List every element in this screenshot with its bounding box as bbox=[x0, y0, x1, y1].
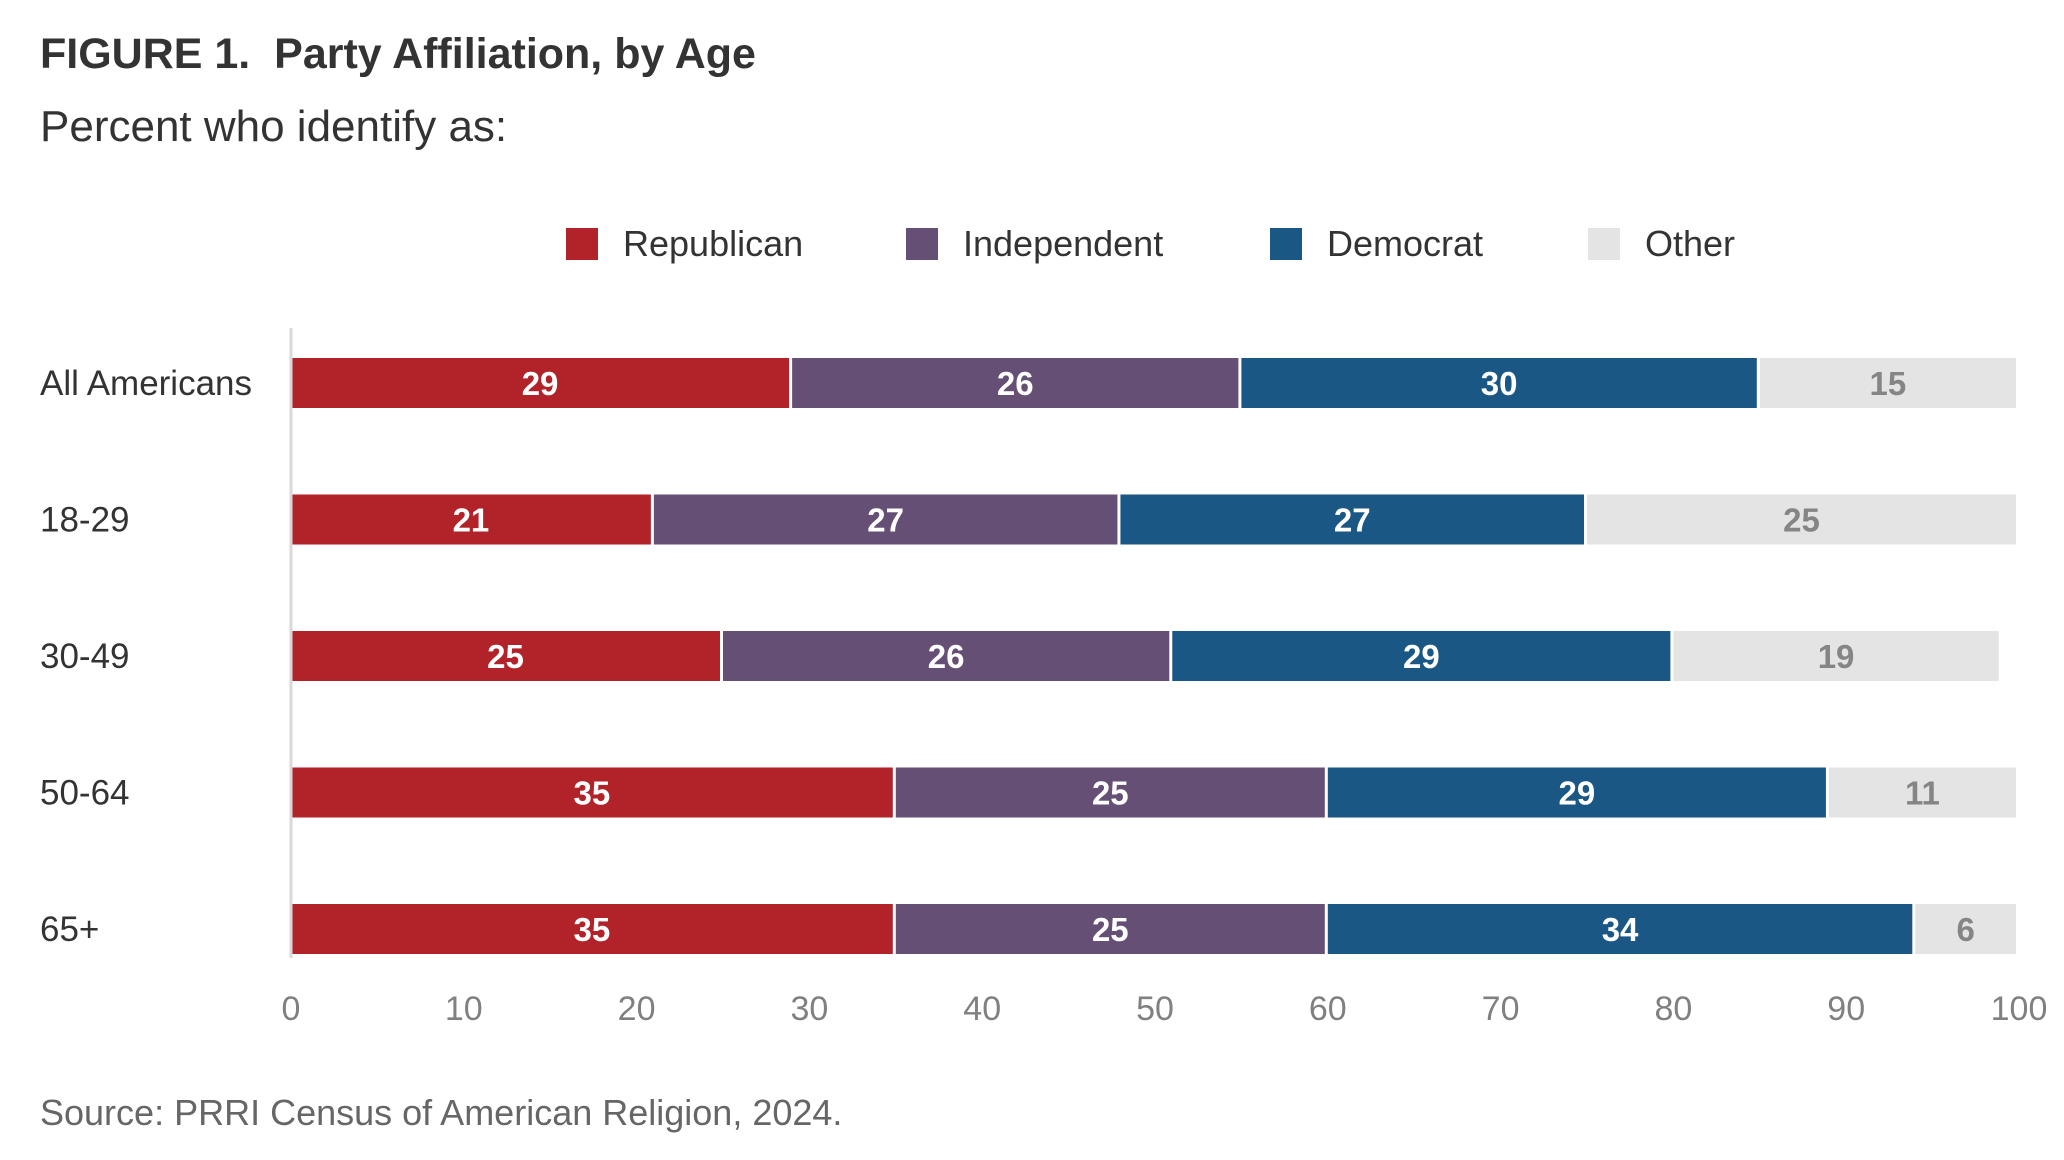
x-tick-label: 40 bbox=[963, 990, 1001, 1028]
x-tick-label: 70 bbox=[1482, 990, 1520, 1028]
bar-segment-democrat bbox=[1172, 631, 1671, 681]
data-label-other: 6 bbox=[1956, 911, 1974, 948]
bar-segment-other bbox=[1587, 494, 2016, 545]
legend-swatch-other bbox=[1588, 228, 1620, 260]
data-label-democrat: 29 bbox=[1403, 638, 1440, 675]
bar-segment-independent bbox=[723, 631, 1170, 681]
bar-segment-democrat bbox=[1120, 494, 1584, 545]
legend-swatch-democrat bbox=[1270, 228, 1302, 260]
data-label-democrat: 29 bbox=[1559, 775, 1596, 812]
category-label: 65+ bbox=[40, 910, 99, 949]
bar-segment-democrat bbox=[1327, 904, 1913, 954]
bar-segment-republican bbox=[291, 631, 720, 681]
data-label-democrat: 34 bbox=[1602, 911, 1639, 948]
source-note: Source: PRRI Census of American Religion… bbox=[40, 1092, 843, 1133]
legend-label-other: Other bbox=[1645, 223, 1735, 264]
bar-segment-independent bbox=[653, 494, 1118, 545]
legend-label-republican: Republican bbox=[623, 223, 803, 264]
bar-segment-other bbox=[1915, 904, 2016, 954]
category-label: 18-29 bbox=[40, 501, 130, 540]
category-label: 50-64 bbox=[40, 774, 130, 813]
x-tick-label: 60 bbox=[1309, 990, 1347, 1028]
bar-segment-democrat bbox=[1241, 358, 1757, 408]
data-label-republican: 21 bbox=[453, 502, 490, 539]
legend-label-democrat: Democrat bbox=[1327, 223, 1483, 264]
bar-segment-other bbox=[1828, 767, 2016, 818]
data-label-republican: 35 bbox=[574, 911, 611, 948]
data-label-other: 25 bbox=[1783, 502, 1820, 539]
data-label-independent: 26 bbox=[928, 638, 965, 675]
data-label-republican: 29 bbox=[522, 365, 559, 402]
bar-segment-other bbox=[1759, 358, 2016, 408]
data-label-other: 11 bbox=[1905, 775, 1940, 812]
x-tick-label: 100 bbox=[1991, 990, 2048, 1028]
bar-segment-independent bbox=[895, 767, 1325, 818]
bar-segment-independent bbox=[792, 358, 1239, 408]
x-tick-label: 50 bbox=[1136, 990, 1174, 1028]
x-tick-label: 10 bbox=[445, 990, 483, 1028]
x-tick-label: 80 bbox=[1654, 990, 1692, 1028]
bar-segment-republican bbox=[291, 494, 651, 545]
data-label-other: 19 bbox=[1818, 638, 1855, 675]
data-label-republican: 25 bbox=[487, 638, 524, 675]
bar-segment-republican bbox=[291, 767, 893, 818]
bar-segment-independent bbox=[895, 904, 1325, 954]
bar-segment-republican bbox=[291, 904, 893, 954]
data-label-independent: 25 bbox=[1092, 775, 1129, 812]
bars-group: 29 26 30 15 21 27 27 25 25 26 29 19 35 25 29 11 35 25 34 6 bbox=[291, 358, 2016, 954]
legend-swatch-republican bbox=[566, 228, 598, 260]
data-label-independent: 26 bbox=[997, 365, 1034, 402]
legend-label-independent: Independent bbox=[963, 223, 1163, 264]
bar-segment-democrat bbox=[1327, 767, 1826, 818]
legend: Republican Independent Democrat Other bbox=[566, 223, 1735, 264]
category-label: All Americans bbox=[40, 364, 252, 403]
x-tick-label: 90 bbox=[1827, 990, 1865, 1028]
x-tick-label: 30 bbox=[790, 990, 828, 1028]
x-tick-label: 0 bbox=[282, 990, 301, 1028]
bar-segment-other bbox=[1673, 631, 1999, 681]
bar-segment-republican bbox=[291, 358, 790, 408]
data-label-other: 15 bbox=[1870, 365, 1907, 402]
chart-title: FIGURE 1. Party Affiliation, by Age bbox=[40, 30, 756, 78]
x-tick-label: 20 bbox=[618, 990, 656, 1028]
x-axis-tick-labels: 0 10 20 30 40 50 60 70 80 90 100 bbox=[282, 990, 2048, 1028]
data-label-republican: 35 bbox=[574, 775, 611, 812]
data-label-independent: 25 bbox=[1092, 911, 1129, 948]
legend-swatch-independent bbox=[906, 228, 938, 260]
category-label: 30-49 bbox=[40, 637, 130, 676]
category-labels: All Americans 18-29 30-49 50-64 65+ bbox=[40, 364, 252, 949]
chart-subtitle: Percent who identify as: bbox=[40, 102, 508, 151]
data-label-democrat: 27 bbox=[1334, 502, 1371, 539]
data-label-independent: 27 bbox=[867, 502, 904, 539]
data-label-democrat: 30 bbox=[1481, 365, 1518, 402]
